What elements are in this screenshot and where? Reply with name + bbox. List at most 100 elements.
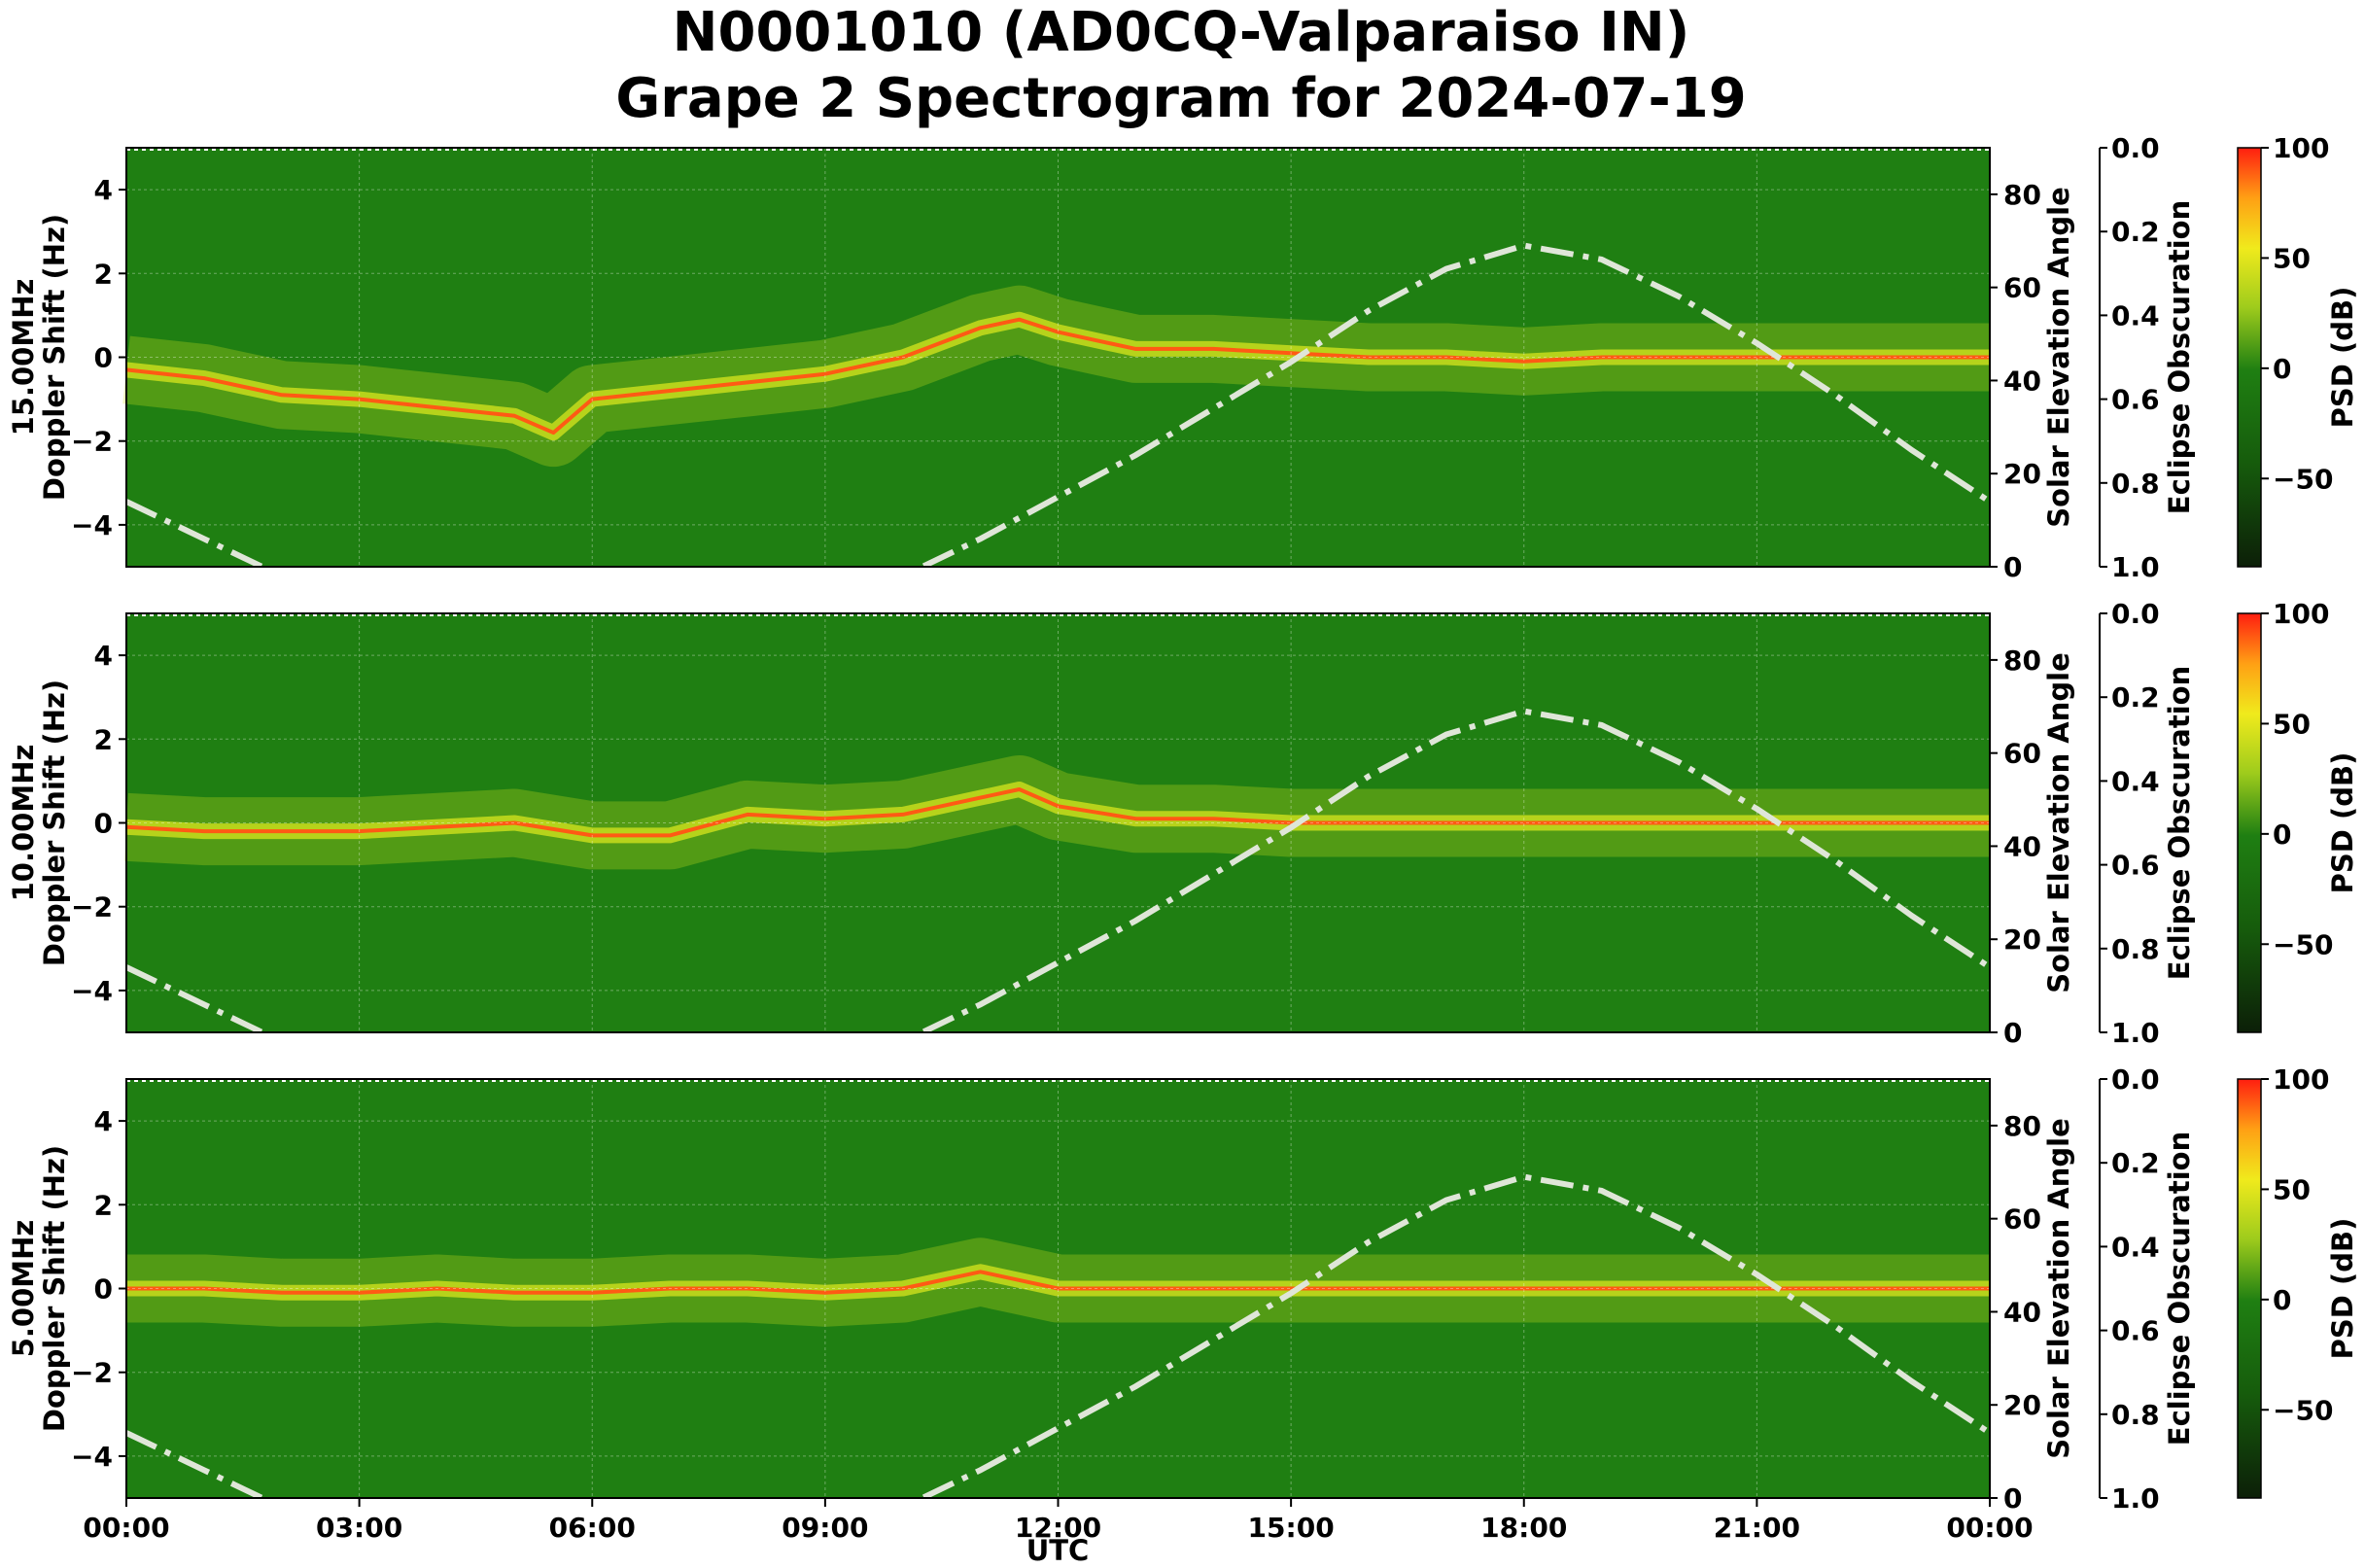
eclipse-tick-label: 0.0 [2111, 132, 2160, 164]
elevation-tick-label: 80 [2003, 179, 2041, 211]
elevation-tick-label: 0 [2003, 1017, 2022, 1049]
x-tick-label: 18:00 [1480, 1512, 1567, 1544]
doppler-tick-label: −2 [71, 1357, 113, 1389]
psd-colorbar [2237, 147, 2262, 568]
doppler-tick-label: 2 [94, 258, 113, 290]
doppler-axis-label: Doppler Shift (Hz) [38, 679, 71, 966]
eclipse-tick-label: 0.6 [2111, 384, 2160, 416]
psd-colorbar [2237, 1078, 2262, 1499]
doppler-tick-label: 0 [94, 1273, 113, 1306]
colorbar-tick-label: 50 [2273, 242, 2311, 274]
eclipse-axis-label: Eclipse Obscuration [2163, 666, 2196, 980]
elevation-tick-label: 0 [2003, 1482, 2022, 1515]
colorbar-tick-label: 0 [2273, 819, 2291, 851]
doppler-axis-label: Doppler Shift (Hz) [38, 214, 71, 501]
eclipse-tick-label: 0.8 [2111, 468, 2160, 500]
doppler-trace [125, 787, 1990, 838]
eclipse-tick-label: 1.0 [2111, 1482, 2160, 1515]
elevation-axis-label: Solar Elevation Angle [2042, 652, 2075, 993]
doppler-tick-label: −2 [71, 426, 113, 458]
frequency-label: 15.00MHz [7, 279, 40, 436]
elevation-axis-label: Solar Elevation Angle [2042, 1118, 2075, 1459]
doppler-tick-label: 0 [94, 808, 113, 840]
eclipse-tick-label: 0.4 [2111, 765, 2160, 797]
colorbar-tick-label: 0 [2273, 353, 2291, 385]
elevation-tick-label: 20 [2003, 923, 2041, 956]
figure-title-line1: N0001010 (AD0CQ-Valparaiso IN) [673, 1, 1690, 64]
elevation-tick-label: 20 [2003, 458, 2041, 490]
elevation-tick-label: 80 [2003, 1110, 2041, 1142]
elevation-tick-label: 80 [2003, 645, 2041, 677]
colorbar-tick-label: 0 [2273, 1284, 2291, 1316]
doppler-trace [125, 317, 1990, 436]
eclipse-tick-label: 0.0 [2111, 598, 2160, 630]
x-tick-label: 00:00 [1946, 1512, 2033, 1544]
frequency-label: 5.00MHz [7, 1220, 40, 1358]
eclipse-tick-label: 0.4 [2111, 299, 2160, 331]
eclipse-axis-label: Eclipse Obscuration [2163, 1132, 2196, 1446]
frequency-label: 10.00MHz [7, 745, 40, 902]
elevation-tick-label: 40 [2003, 365, 2041, 397]
eclipse-tick-label: 0.2 [2111, 681, 2160, 714]
elevation-tick-label: 60 [2003, 738, 2041, 770]
eclipse-tick-label: 0.4 [2111, 1231, 2160, 1263]
colorbar-tick-label: −50 [2273, 928, 2333, 960]
solar-elevation-curve [126, 708, 1990, 1032]
x-axis: 00:00 03:00 06:00 09:00 12:00 15:00 18:00 21:00… [83, 1498, 2034, 1544]
x-tick-label: 15:00 [1248, 1512, 1335, 1544]
solar-elevation-curve [126, 242, 1990, 567]
x-tick-label: 00:00 [83, 1512, 169, 1544]
doppler-tick-label: −4 [71, 1441, 113, 1473]
colorbar-tick-label: 100 [2273, 1063, 2329, 1096]
eclipse-tick-label: 0.6 [2111, 1315, 2160, 1347]
eclipse-tick-label: 1.0 [2111, 1017, 2160, 1049]
elevation-tick-label: 40 [2003, 1296, 2041, 1328]
x-tick-label: 12:00 [1015, 1512, 1101, 1544]
solar-elevation-curve [126, 1173, 1990, 1498]
elevation-tick-label: 40 [2003, 830, 2041, 862]
elevation-tick-label: 20 [2003, 1389, 2041, 1421]
doppler-tick-label: −4 [71, 509, 113, 541]
colorbar-tick-label: −50 [2273, 1394, 2333, 1426]
doppler-tick-label: 4 [94, 640, 113, 672]
colorbar-label: PSD (dB) [2326, 287, 2359, 429]
colorbar-tick-label: 100 [2273, 598, 2329, 630]
eclipse-tick-label: 1.0 [2111, 551, 2160, 583]
eclipse-tick-label: 0.8 [2111, 1399, 2160, 1431]
doppler-tick-label: 0 [94, 342, 113, 374]
doppler-tick-label: 4 [94, 1105, 113, 1137]
elevation-tick-label: 0 [2003, 551, 2022, 583]
doppler-tick-label: −2 [71, 891, 113, 923]
elevation-axis-label: Solar Elevation Angle [2042, 187, 2075, 528]
colorbar-label: PSD (dB) [2326, 752, 2359, 894]
psd-colorbar [2237, 612, 2262, 1033]
eclipse-tick-label: 0.0 [2111, 1063, 2160, 1096]
colorbar-tick-label: −50 [2273, 463, 2333, 495]
doppler-tick-label: 2 [94, 723, 113, 755]
x-tick-label: 03:00 [316, 1512, 402, 1544]
doppler-tick-label: 2 [94, 1189, 113, 1221]
elevation-tick-label: 60 [2003, 1203, 2041, 1236]
doppler-axis-label: Doppler Shift (Hz) [38, 1145, 71, 1432]
x-tick-label: 09:00 [782, 1512, 868, 1544]
doppler-tick-label: −4 [71, 975, 113, 1007]
eclipse-axis-label: Eclipse Obscuration [2163, 200, 2196, 514]
eclipse-tick-label: 0.6 [2111, 850, 2160, 882]
colorbar-tick-label: 50 [2273, 1173, 2311, 1205]
colorbar-tick-label: 100 [2273, 132, 2329, 164]
x-tick-label: 06:00 [549, 1512, 636, 1544]
figure-title-line2: Grape 2 Spectrogram for 2024-07-19 [615, 67, 1746, 130]
x-axis-label: UTC [1026, 1534, 1090, 1567]
elevation-tick-label: 60 [2003, 272, 2041, 304]
eclipse-tick-label: 0.8 [2111, 933, 2160, 965]
eclipse-tick-label: 0.2 [2111, 1147, 2160, 1179]
x-tick-label: 21:00 [1714, 1512, 1800, 1544]
eclipse-tick-label: 0.2 [2111, 216, 2160, 248]
colorbar-label: PSD (dB) [2326, 1218, 2359, 1360]
doppler-tick-label: 4 [94, 174, 113, 206]
